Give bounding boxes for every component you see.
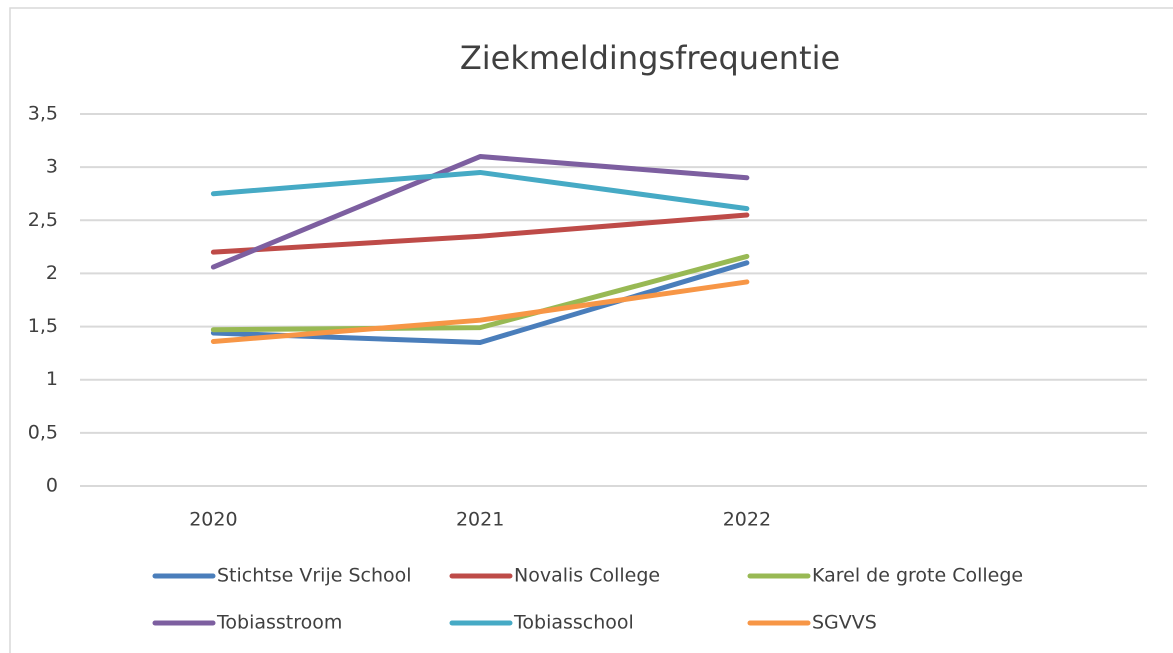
- series-line: [210, 212, 750, 255]
- series-line: [210, 279, 750, 344]
- y-tick-label: 2: [46, 262, 58, 284]
- legend-label: SGVVS: [812, 612, 877, 634]
- y-tick-label: 3: [46, 156, 58, 178]
- y-tick-label: 3,5: [28, 103, 58, 125]
- legend-label: Stichtse Vrije School: [217, 565, 412, 587]
- series-line: [210, 169, 750, 212]
- y-tick-label: 0: [46, 475, 58, 497]
- series-line: [210, 253, 750, 333]
- legend-label: Novalis College: [514, 565, 660, 587]
- chart-frame: [9, 7, 1173, 653]
- x-tick-label: 2020: [189, 509, 237, 531]
- y-tick-label: 2,5: [28, 209, 58, 231]
- y-tick-label: 0,5: [28, 421, 58, 443]
- legend-label: Tobiasstroom: [216, 612, 342, 634]
- chart-title: Ziekmeldingsfrequentie: [460, 39, 840, 77]
- x-tick-label: 2021: [456, 509, 504, 531]
- series-line: [210, 154, 750, 270]
- legend-label: Karel de grote College: [812, 565, 1023, 587]
- x-tick-label: 2022: [723, 509, 771, 531]
- y-tick-label: 1,5: [28, 315, 58, 337]
- y-tick-label: 1: [46, 368, 58, 390]
- legend-label: Tobiasschool: [513, 612, 634, 634]
